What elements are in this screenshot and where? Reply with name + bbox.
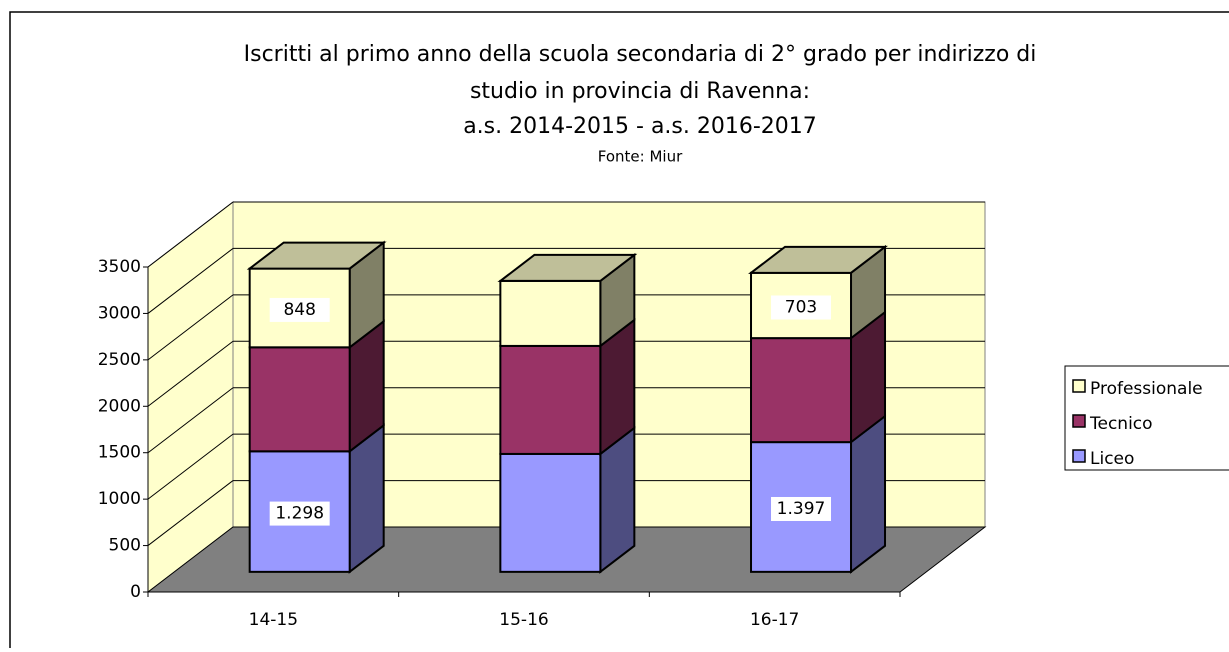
chart-subtitle: Fonte: Miur (598, 148, 683, 166)
grid-line (147, 201, 234, 268)
value-label-bg (771, 295, 832, 320)
x-tick-label: 14-15 (249, 610, 298, 630)
grid-line (147, 248, 234, 314)
y-tick-label: 3500 (98, 257, 141, 277)
value-label: 703 (785, 297, 817, 317)
value-label: 1.298 (275, 504, 324, 524)
legend-label: Professionale (1090, 379, 1203, 399)
bar (499, 279, 602, 347)
grid-line (147, 433, 234, 500)
grid-line (147, 387, 234, 454)
bar (750, 337, 853, 444)
value-label-bg (771, 496, 832, 521)
bar-top (246, 241, 387, 270)
y-tick-label: 3000 (98, 303, 141, 323)
value-label-bg (269, 501, 330, 526)
bar (248, 346, 351, 453)
legend-label: Liceo (1090, 449, 1134, 469)
grid-line (147, 294, 234, 361)
value-label: 1.397 (777, 499, 826, 519)
bar-top (497, 253, 638, 282)
legend-box (1064, 365, 1229, 471)
y-tick-label: 500 (109, 536, 141, 556)
y-tick-label: 2500 (98, 350, 141, 370)
y-tick-label: 1000 (98, 489, 141, 509)
grid-line (147, 480, 234, 546)
y-tick-label: 0 (130, 582, 141, 602)
chart-title: a.s. 2014-2015 - a.s. 2016-2017 (463, 114, 817, 139)
legend-swatch (1072, 414, 1086, 428)
legend-swatch (1072, 449, 1086, 463)
value-label-bg (269, 297, 330, 322)
y-tick-label: 2000 (98, 396, 141, 416)
x-tick-label: 16-17 (750, 610, 799, 630)
chart-title: Iscritti al primo anno della scuola seco… (244, 42, 1037, 67)
legend-label: Tecnico (1089, 414, 1153, 434)
bar-top (748, 245, 888, 274)
chart-title: studio in provincia di Ravenna: (470, 79, 810, 104)
y-tick-label: 1500 (98, 443, 141, 463)
bar (499, 452, 602, 573)
value-label: 848 (283, 300, 315, 320)
bar (499, 344, 602, 455)
x-tick-label: 15-16 (499, 610, 548, 630)
legend-swatch (1072, 379, 1086, 393)
grid-line (147, 340, 234, 407)
